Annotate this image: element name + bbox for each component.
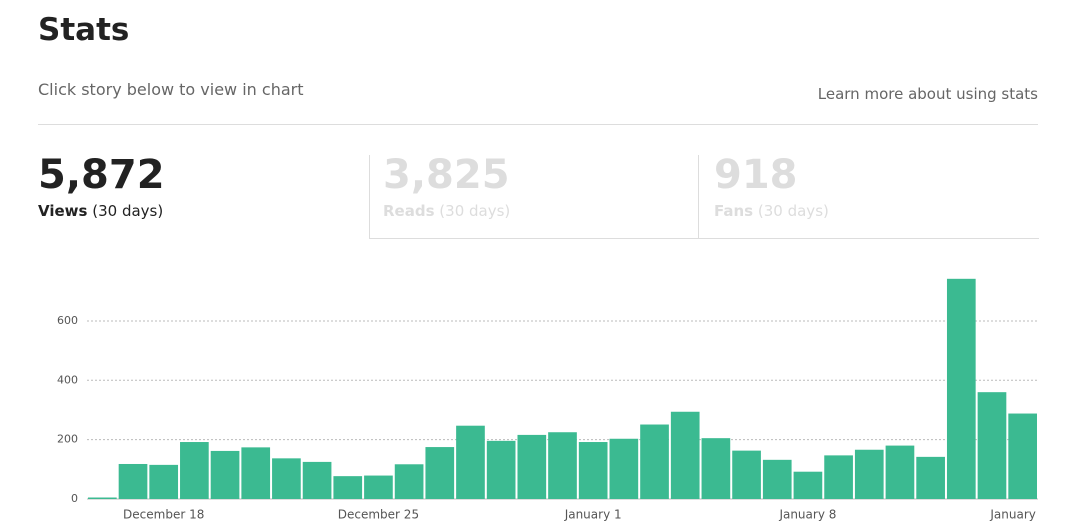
stat-value: 918: [714, 152, 798, 198]
metric: Fans: [714, 202, 754, 220]
bar: [333, 476, 363, 499]
bar: [762, 459, 792, 499]
metric: Reads: [383, 202, 435, 220]
bar: [302, 461, 332, 499]
stat-value: 3,825: [383, 152, 510, 198]
page-title: Stats: [38, 12, 130, 48]
bar: [517, 434, 547, 499]
stat-value: 5,872: [38, 152, 165, 198]
y-tick-label: 200: [57, 433, 78, 446]
bar: [486, 440, 516, 499]
bar: [1008, 413, 1037, 499]
metric: Views: [38, 202, 88, 220]
x-tick-label: December 18: [123, 508, 204, 522]
y-tick-label: 400: [57, 373, 78, 386]
subtitle: Click story below to view in chart: [38, 80, 304, 99]
bar: [456, 425, 485, 499]
bar: [824, 455, 853, 499]
stat-tab[interactable]: 3,825 Reads (30 days): [383, 152, 510, 220]
tab-divider: [698, 155, 699, 238]
help-link[interactable]: Learn more about using stats: [817, 85, 1038, 103]
plot: 0 200 400 600 December 18 December 25 January …: [57, 278, 1055, 522]
bar: [885, 445, 915, 499]
bar: [210, 450, 240, 499]
divider: [38, 124, 1038, 125]
bar: [241, 447, 271, 499]
bar: [977, 392, 1007, 499]
bar: [946, 278, 976, 499]
stat-tab[interactable]: 918 Fans (30 days): [714, 152, 829, 220]
tab-border: [369, 155, 1039, 239]
bar: [609, 438, 639, 499]
stat-label: Views (30 days): [38, 202, 165, 220]
period: (30 days): [439, 202, 511, 220]
bar: [149, 464, 179, 499]
bar: [640, 424, 669, 499]
period: (30 days): [92, 202, 164, 220]
bar: [916, 456, 945, 499]
bar: [425, 447, 455, 499]
bar: [272, 458, 301, 499]
bar: [854, 449, 884, 499]
x-tick-label: January 1: [564, 508, 622, 522]
bar: [578, 442, 608, 499]
bar: [701, 438, 731, 499]
bar: [118, 463, 148, 499]
stat-label: Reads (30 days): [383, 202, 510, 220]
x-tick-label: December 25: [338, 508, 419, 522]
bar: [548, 432, 577, 499]
bar: [793, 471, 823, 499]
stat-tab[interactable]: 5,872 Views (30 days): [38, 152, 165, 220]
x-tick-label: January 8: [778, 508, 836, 522]
bar: [732, 450, 761, 499]
x-tick-label: January 15: [989, 508, 1055, 522]
y-tick-label: 0: [71, 492, 78, 505]
bar: [364, 475, 393, 499]
period: (30 days): [757, 202, 829, 220]
bar: [394, 464, 424, 499]
bar: [88, 497, 117, 499]
bar: [670, 411, 700, 499]
stat-label: Fans (30 days): [714, 202, 829, 220]
y-tick-label: 600: [57, 314, 78, 327]
bar: [180, 442, 209, 499]
